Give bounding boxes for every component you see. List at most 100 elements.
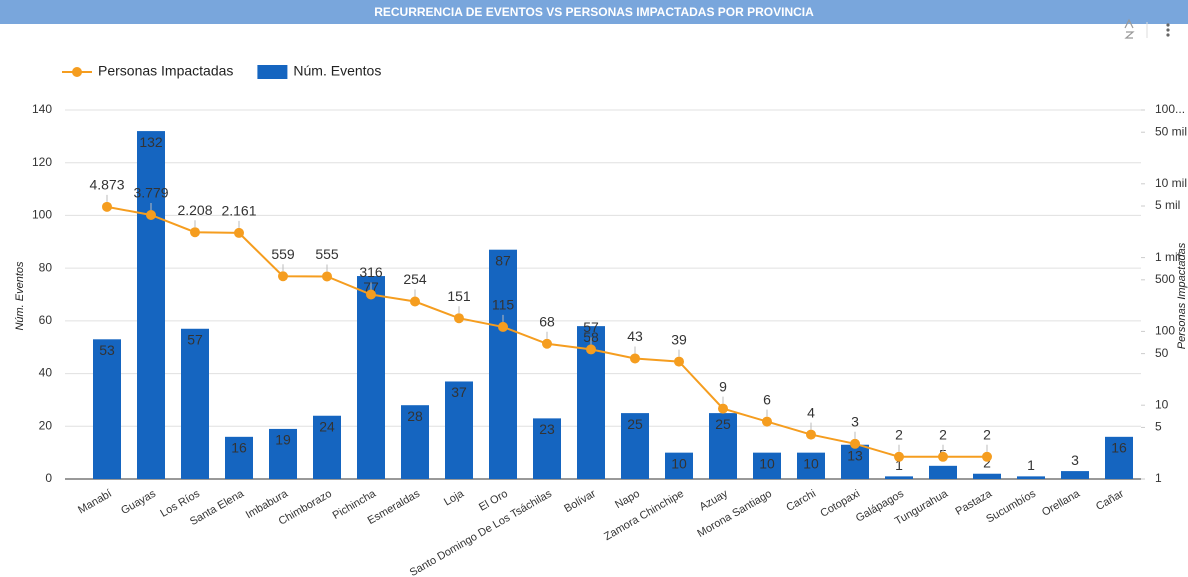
y-tick-label: 20 [39, 418, 53, 432]
line-point [102, 201, 112, 212]
bar [533, 418, 561, 479]
bar-value-label: 3 [1071, 452, 1079, 468]
line-point [454, 313, 464, 324]
menu-icon[interactable] [1166, 23, 1170, 37]
line-point [234, 227, 244, 238]
bar [1017, 476, 1045, 479]
bar-value-label: 87 [495, 252, 511, 268]
bar [665, 452, 693, 479]
legend-label: Personas Impactadas [98, 63, 233, 79]
line-point [674, 356, 684, 367]
bar-value-label: 24 [319, 418, 335, 434]
y-tick-label: 80 [39, 260, 53, 274]
bar-value-label: 1 [895, 457, 903, 473]
x-tick-label: Orellana [1040, 487, 1083, 519]
line-point [146, 209, 156, 220]
line-value-label: 43 [627, 328, 643, 344]
bar [93, 339, 121, 479]
line-point [322, 271, 332, 282]
bar-value-label: 10 [803, 455, 819, 471]
bar-value-label: 53 [99, 342, 115, 358]
x-tick-label: Napo [613, 488, 642, 512]
line-point [542, 338, 552, 349]
x-tick-label: Cañar [1094, 488, 1126, 514]
line-value-label: 39 [671, 331, 687, 347]
line-value-label: 2 [895, 426, 903, 442]
x-tick-label: Guayas [119, 487, 158, 517]
y2-tick-label: 5 [1155, 420, 1162, 434]
bar-value-label: 23 [539, 421, 555, 437]
line-value-label: 2.208 [177, 202, 212, 218]
bar [489, 249, 517, 479]
y-tick-label: 40 [39, 366, 53, 380]
y2-axis-title: Personas Impactadas [1176, 242, 1188, 349]
line-point [498, 321, 508, 332]
x-tick-label: Manabí [76, 488, 114, 517]
x-tick-label: Bolívar [562, 488, 598, 516]
line-value-label: 115 [492, 297, 515, 313]
y2-tick-label: 500 [1155, 272, 1175, 286]
x-tick-label: Zamora Chinchipe [602, 488, 686, 543]
line-value-label: 2 [939, 426, 947, 442]
bar-value-label: 25 [715, 416, 731, 432]
chart-title: RECURRENCIA DE EVENTOS VS PERSONAS IMPAC… [374, 5, 814, 19]
line-value-label: 151 [447, 288, 471, 304]
line-value-label: 3.779 [133, 185, 168, 201]
bar [929, 465, 957, 479]
bar-value-label: 132 [139, 134, 163, 150]
bar-value-label: 37 [451, 384, 467, 400]
y-tick-label: 0 [45, 471, 52, 485]
y-tick-label: 120 [32, 155, 52, 169]
bar-value-label: 58 [583, 329, 599, 345]
y2-tick-label: 5 mil [1155, 198, 1180, 212]
line-value-label: 57 [583, 319, 599, 335]
line-point [718, 403, 728, 414]
line-point [894, 451, 904, 462]
bar [1105, 436, 1133, 479]
bar [225, 436, 253, 479]
legend-marker [72, 67, 82, 77]
x-tick-label: Loja [442, 487, 467, 508]
bar [137, 131, 165, 480]
sort-icon[interactable] [1124, 18, 1135, 39]
line-point [366, 289, 376, 300]
y2-tick-label: 10 mil [1155, 176, 1187, 190]
bar [621, 413, 649, 479]
y2-tick-label: 100... [1155, 102, 1185, 116]
y-tick-label: 60 [39, 313, 53, 327]
line-point [938, 451, 948, 462]
bar-value-label: 19 [275, 432, 291, 448]
y2-tick-label: 100 [1155, 324, 1175, 338]
x-tick-label: Sucumbíos [984, 487, 1038, 525]
line-point [586, 344, 596, 355]
line-point [630, 353, 640, 364]
bar [885, 476, 913, 479]
bar-value-label: 2 [983, 454, 991, 470]
line-point [278, 271, 288, 282]
y-axis-title: Núm. Eventos [14, 261, 26, 331]
bar-value-label: 1 [1027, 457, 1035, 473]
bar-value-label: 57 [187, 331, 203, 347]
bar-value-label: 16 [1111, 440, 1127, 456]
bar [181, 328, 209, 479]
line-value-label: 3 [851, 413, 859, 429]
legend-swatch [257, 65, 288, 79]
bar-value-label: 10 [759, 455, 775, 471]
line-value-label: 4 [807, 404, 815, 420]
bar [709, 413, 737, 479]
y2-tick-label: 10 [1155, 397, 1169, 411]
bar-value-label: 13 [847, 447, 863, 463]
bar [401, 405, 429, 479]
bar [797, 452, 825, 479]
line-value-label: 4.873 [89, 177, 124, 193]
x-tick-label: Carchi [784, 488, 818, 514]
y2-tick-label: 50 mil [1155, 124, 1187, 138]
y-tick-label: 100 [32, 208, 52, 222]
line-point [190, 227, 200, 238]
line-value-label: 316 [359, 264, 383, 280]
bar [973, 473, 1001, 479]
bar [313, 415, 341, 479]
bar [357, 276, 385, 479]
bar [1061, 471, 1089, 479]
